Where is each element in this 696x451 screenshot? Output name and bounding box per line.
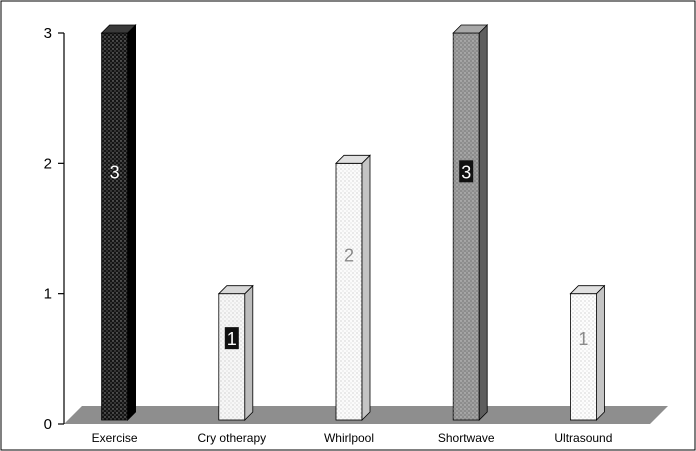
y-axis-ticks: 0 1 2 3 <box>44 25 64 433</box>
bar-texture <box>218 293 245 420</box>
bar-side <box>127 24 137 421</box>
bar-top <box>100 24 137 34</box>
data-label: 1 <box>578 329 588 349</box>
bar: 3 <box>100 24 137 421</box>
x-category-label: Exercise <box>92 431 138 445</box>
y-tick-label: 0 <box>44 416 52 433</box>
bars: 3 1 2 3 1 <box>100 24 606 421</box>
bar: 3 <box>452 24 489 421</box>
data-label-bg <box>224 327 239 350</box>
data-label: 2 <box>344 246 354 266</box>
x-axis-categories: Exercise Cry otherapy Whirlpool Shortwave Ul… <box>92 431 613 445</box>
data-label-bg <box>459 160 474 183</box>
bar-side <box>596 284 605 421</box>
y-tick-label: 1 <box>44 286 52 303</box>
bar: 1 <box>569 284 606 421</box>
bar-side <box>478 24 488 421</box>
x-category-label: Cry otherapy <box>197 431 266 445</box>
x-category-label: Ultrasound <box>554 431 612 445</box>
bar-texture <box>101 33 128 420</box>
bar-top <box>569 285 606 295</box>
bar-top <box>335 154 371 164</box>
bar-texture <box>570 293 597 420</box>
y-tick-label: 2 <box>44 155 52 172</box>
bar: 2 <box>335 154 371 421</box>
y-tick-label: 3 <box>44 25 52 42</box>
bar-top <box>217 285 254 295</box>
bar-texture <box>453 33 480 420</box>
data-label: 1 <box>227 329 237 349</box>
bar-side <box>244 284 254 421</box>
x-category-label: Whirlpool <box>324 431 374 445</box>
x-category-label: Shortwave <box>438 431 495 445</box>
bar-top <box>452 24 489 34</box>
data-label: 3 <box>110 162 120 182</box>
bar-side <box>361 154 371 421</box>
data-label: 3 <box>461 162 471 182</box>
bar: 1 <box>217 284 254 421</box>
bar-texture <box>336 163 362 421</box>
